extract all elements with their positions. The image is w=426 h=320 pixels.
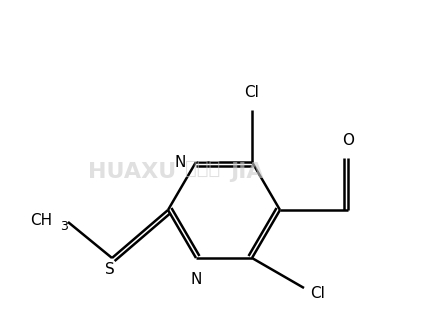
Text: HUAXU: HUAXU xyxy=(88,162,176,182)
Text: 3: 3 xyxy=(60,220,68,233)
Text: JIA: JIA xyxy=(230,162,264,182)
Text: 化学加: 化学加 xyxy=(185,158,220,178)
Text: N: N xyxy=(175,155,186,170)
Text: Cl: Cl xyxy=(311,286,325,301)
Text: Cl: Cl xyxy=(245,85,259,100)
Text: O: O xyxy=(342,133,354,148)
Text: CH: CH xyxy=(30,212,52,228)
Text: N: N xyxy=(190,272,201,287)
Text: S: S xyxy=(105,262,115,277)
